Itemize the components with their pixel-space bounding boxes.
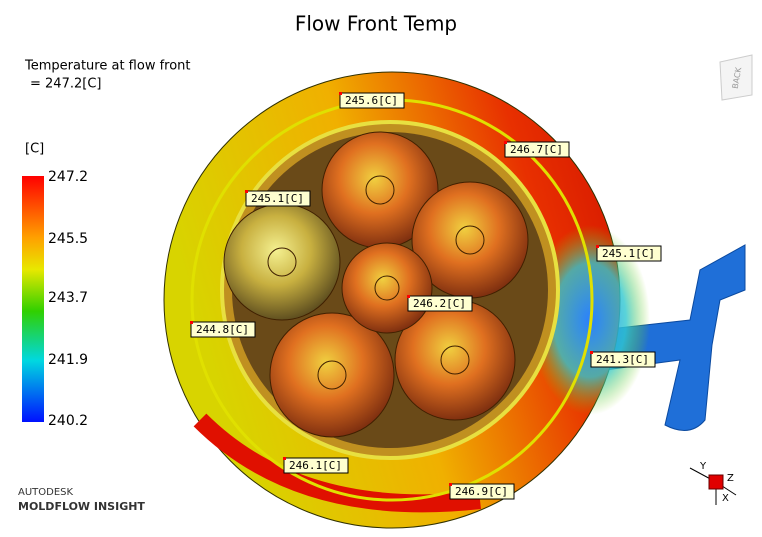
legend-tick-label: 243.7 xyxy=(48,290,88,306)
probe-label: 244.8[C] xyxy=(196,323,249,336)
probe-marker xyxy=(596,245,599,248)
brand-company: AUTODESK xyxy=(18,487,74,498)
probe-box xyxy=(596,245,662,262)
probe-label: 245.1[C] xyxy=(251,192,304,205)
axis-z: Z xyxy=(727,473,734,484)
probe-layer: 245.6[C] 246.7[C] 245.1[C] 245.1[C] 246.2[C]… xyxy=(190,92,662,500)
result-label: Temperature at flow front xyxy=(24,59,191,74)
axis-y: Y xyxy=(699,461,707,472)
probe-label: 246.9[C] xyxy=(455,485,508,498)
probe-marker xyxy=(190,321,193,324)
probe-box xyxy=(407,295,473,312)
color-bar xyxy=(22,176,44,422)
view-cube: BACK xyxy=(719,54,753,101)
hot-region xyxy=(193,413,481,513)
legend-unit: [C] xyxy=(25,142,44,157)
probe-marker xyxy=(407,295,410,298)
probe-marker xyxy=(449,483,452,486)
cavities xyxy=(223,131,529,438)
probe-label: 246.7[C] xyxy=(510,143,563,156)
probe-label: 245.6[C] xyxy=(345,94,398,107)
brand-product: MOLDFLOW INSIGHT xyxy=(18,500,145,513)
probe-marker xyxy=(504,141,507,144)
result-value: = 247.2[C] xyxy=(30,77,101,92)
probe-marker xyxy=(245,190,248,193)
probe-box xyxy=(190,321,256,338)
probe-box xyxy=(245,190,311,207)
view-cube-label: BACK xyxy=(731,66,744,90)
probe-box xyxy=(339,92,405,109)
probe-box xyxy=(283,457,349,474)
axis-triad xyxy=(689,467,737,505)
probe-box xyxy=(590,351,656,368)
title: Flow Front Temp xyxy=(295,12,457,36)
legend-tick-label: 240.2 xyxy=(48,413,88,429)
probe-marker xyxy=(590,351,593,354)
legend-tick-label: 247.2 xyxy=(48,169,88,185)
probe-label: 246.2[C] xyxy=(413,297,466,310)
probe-box xyxy=(504,141,570,158)
probe-label: 245.1[C] xyxy=(602,247,655,260)
axis-x: X xyxy=(722,493,729,504)
probe-marker xyxy=(339,92,342,95)
legend-tick-label: 241.9 xyxy=(48,352,88,368)
probe-label: 246.1[C] xyxy=(289,459,342,472)
legend-tick-label: 245.5 xyxy=(48,231,88,247)
runner xyxy=(599,244,746,431)
probe-label: 241.3[C] xyxy=(596,353,649,366)
probe-box xyxy=(449,483,515,500)
probe-marker xyxy=(283,457,286,460)
